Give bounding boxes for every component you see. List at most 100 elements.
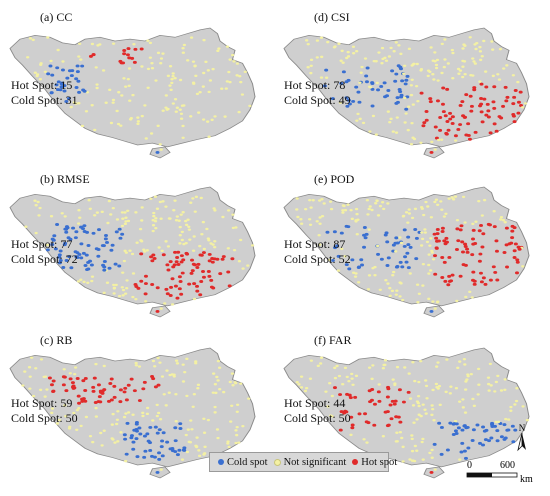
not-significant-point (380, 46, 385, 50)
not-significant-point (374, 202, 378, 205)
hot-spot-point (122, 52, 127, 56)
not-significant-point (172, 373, 176, 376)
not-significant-point (371, 114, 376, 118)
not-significant-point (145, 412, 150, 416)
hot-spot-point (122, 390, 127, 394)
not-significant-point (126, 219, 131, 223)
not-significant-point (427, 272, 431, 275)
not-significant-point (406, 128, 410, 132)
not-significant-point (239, 382, 243, 385)
not-significant-point (123, 292, 128, 295)
hot-spot-point (195, 284, 200, 288)
cold-spot-point (155, 431, 160, 435)
hot-spot-point (175, 296, 180, 300)
hot-spot-point (504, 243, 509, 247)
cold-spot-point (52, 234, 57, 238)
hot-spot-point (435, 232, 440, 236)
not-significant-point (444, 212, 448, 215)
hot-spot-point (479, 110, 484, 114)
cold-spot-point (376, 88, 381, 92)
not-significant-point (352, 52, 356, 55)
not-significant-point (39, 358, 44, 361)
hot-spot-point (484, 113, 489, 117)
not-significant-point (209, 242, 213, 245)
not-significant-point (507, 418, 511, 421)
cold-spot-point (67, 255, 72, 259)
not-significant-point (78, 42, 82, 45)
not-significant-point (336, 269, 341, 272)
not-significant-point (329, 207, 334, 211)
hot-spot-point (463, 242, 468, 246)
not-significant-point (376, 214, 381, 217)
cold-spot-point (344, 96, 349, 100)
not-significant-point (197, 454, 202, 458)
hot-spot-point (173, 250, 178, 254)
not-significant-point (471, 222, 475, 226)
not-significant-point (127, 411, 131, 414)
cold-spot-point (325, 230, 330, 234)
cold-spot-point (125, 421, 130, 425)
not-significant-point (473, 43, 477, 46)
not-significant-point (333, 366, 337, 370)
cold-spot-point (445, 448, 450, 452)
cold-spot-point (406, 266, 411, 270)
hot-spot-point (434, 236, 439, 240)
hot-spot-point (230, 257, 235, 261)
not-significant-point (410, 216, 415, 220)
hot-spot-point (130, 56, 135, 60)
hot-spot-point (349, 415, 354, 419)
cold-spot-point (406, 235, 411, 239)
hot-spot-point (161, 253, 166, 257)
cold-spot-point (394, 72, 399, 76)
not-significant-point (248, 104, 252, 108)
cold-spot-point (123, 437, 128, 441)
not-significant-point (332, 46, 337, 49)
cold-spot-point (104, 240, 109, 244)
not-significant-point (193, 210, 197, 213)
not-significant-point (430, 456, 434, 459)
hot-spot-point (491, 100, 496, 104)
not-significant-point (406, 221, 410, 224)
not-significant-point (400, 436, 404, 440)
not-significant-point (333, 376, 338, 380)
not-significant-point (94, 362, 98, 366)
cold-spot-point (86, 244, 91, 248)
cold-spot-point (50, 73, 55, 77)
hot-spot-point (83, 389, 88, 392)
hot-spot-point (447, 255, 452, 259)
cold-spot-point (63, 241, 68, 245)
not-significant-point (184, 433, 188, 437)
not-significant-point (227, 70, 231, 74)
hot-spot-point (123, 386, 128, 390)
cold-spot-point (400, 265, 405, 269)
not-significant-point (455, 218, 460, 222)
not-significant-point (461, 398, 465, 401)
not-significant-point (159, 57, 164, 60)
cold-spot-count: Cold Spot: 50 (284, 411, 351, 425)
not-significant-point (458, 69, 463, 72)
not-significant-point (448, 392, 452, 395)
not-significant-point (394, 440, 398, 443)
not-significant-point (111, 206, 115, 210)
not-significant-point (424, 200, 428, 204)
not-significant-point (43, 375, 48, 378)
not-significant-point (145, 249, 149, 252)
cold-spot-point (75, 70, 80, 74)
cold-spot-point (84, 253, 89, 257)
hot-spot-point (150, 259, 155, 263)
not-significant-point (295, 208, 299, 211)
hot-spot-point (472, 88, 477, 92)
not-significant-point (443, 58, 447, 61)
cold-spot-point (324, 68, 329, 72)
hot-spot-point (338, 428, 343, 432)
not-significant-point (125, 279, 129, 282)
not-significant-point (421, 458, 425, 461)
not-significant-point (434, 382, 438, 386)
not-significant-point (354, 207, 359, 211)
not-significant-point (101, 69, 106, 72)
not-significant-point (115, 418, 120, 422)
not-significant-point (430, 448, 434, 452)
not-significant-point (222, 390, 226, 394)
not-significant-point (425, 397, 429, 400)
hot-spot-count: Hot Spot: 78 (284, 78, 346, 92)
